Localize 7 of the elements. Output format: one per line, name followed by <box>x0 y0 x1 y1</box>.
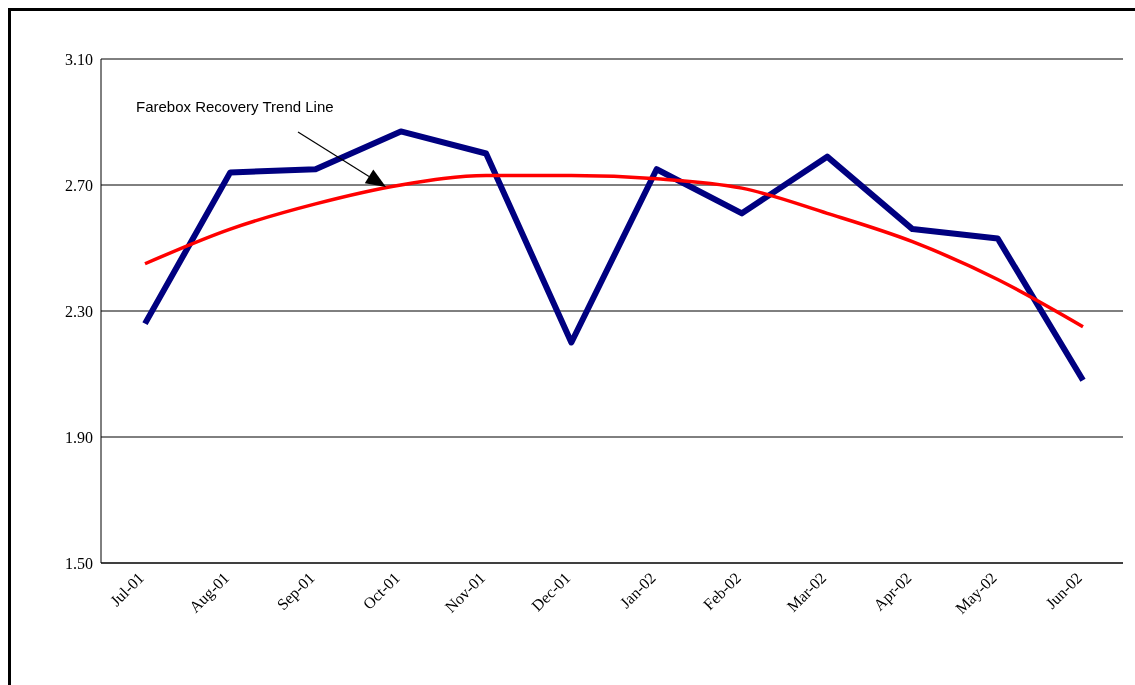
line-series <box>143 173 1085 329</box>
y-tick-label: 1.90 <box>65 428 93 446</box>
y-tick-label: 2.70 <box>65 176 93 194</box>
annotation: Farebox Recovery Trend Line <box>136 98 334 115</box>
y-tick-label: 2.30 <box>65 302 93 320</box>
y-tick-label: 1.50 <box>65 554 93 572</box>
y-tick-label: 3.10 <box>65 50 93 68</box>
